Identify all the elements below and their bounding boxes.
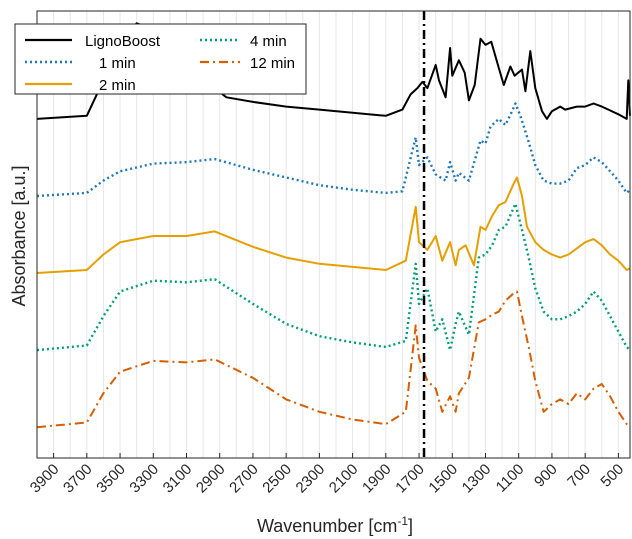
x-axis-title-unit-exp: -1 bbox=[397, 514, 408, 528]
legend-label-4min: 4 min bbox=[250, 33, 287, 50]
series-layer bbox=[36, 22, 631, 429]
legend: LignoBoost 1 min 2 min 4 min 12 min bbox=[14, 23, 307, 95]
x-tick-label: 900 bbox=[531, 461, 561, 491]
x-axis-title-close: ] bbox=[408, 516, 413, 536]
legend-label-1min: 1 min bbox=[99, 55, 136, 72]
x-tick-label: 2900 bbox=[193, 461, 229, 497]
x-tick-label: 2300 bbox=[293, 461, 329, 497]
x-tick-label: 3900 bbox=[27, 461, 63, 497]
x-tick-label: 3700 bbox=[60, 461, 96, 497]
plot-area bbox=[36, 10, 631, 459]
x-tick-label: 3500 bbox=[93, 461, 129, 497]
x-tick-label: 1100 bbox=[493, 461, 528, 496]
x-axis-title: Wavenumber [cm-1] bbox=[257, 514, 413, 536]
y-axis-title: Absorbance [a.u.] bbox=[9, 165, 29, 306]
x-tick-label: 1900 bbox=[359, 461, 395, 497]
legend-box bbox=[14, 23, 307, 95]
x-tick-label: 700 bbox=[564, 461, 594, 491]
legend-label-2min: 2 min bbox=[99, 77, 136, 94]
x-tick-label: 2100 bbox=[326, 461, 362, 497]
series-line-1 bbox=[36, 102, 631, 198]
series-line-2 bbox=[36, 176, 631, 274]
x-tick-label: 500 bbox=[597, 461, 627, 491]
x-axis: 3900370035003300310029002700250023002100… bbox=[27, 453, 627, 496]
x-tick-label: 2500 bbox=[259, 461, 295, 497]
series-line-4 bbox=[36, 290, 631, 429]
x-tick-label: 1700 bbox=[392, 461, 428, 497]
legend-label-ligno: LignoBoost bbox=[85, 33, 161, 50]
x-tick-label: 1300 bbox=[459, 461, 495, 497]
series-line-3 bbox=[36, 202, 631, 352]
x-tick-label: 3300 bbox=[126, 461, 162, 497]
x-tick-label: 2700 bbox=[226, 461, 262, 497]
x-axis-title-main: Wavenumber [cm bbox=[257, 516, 397, 536]
x-tick-label: 3100 bbox=[160, 461, 196, 497]
x-tick-label: 1500 bbox=[425, 461, 461, 497]
legend-label-12min: 12 min bbox=[250, 55, 295, 72]
